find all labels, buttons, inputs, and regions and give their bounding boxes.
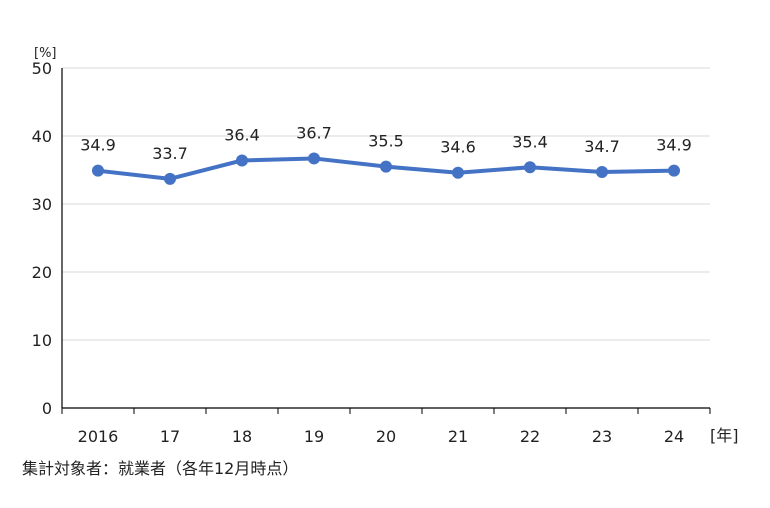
data-label: 35.5	[368, 132, 404, 151]
data-point	[236, 154, 248, 167]
data-point	[380, 160, 392, 173]
data-label: 34.9	[656, 136, 692, 155]
x-tick-label: 19	[304, 427, 324, 446]
axes	[61, 68, 710, 409]
data-point	[164, 172, 176, 185]
data-point	[92, 164, 104, 177]
data-label: 34.9	[80, 136, 116, 155]
x-tick-label: 24	[664, 427, 684, 446]
x-tick-label: 20	[376, 427, 396, 446]
data-point	[596, 166, 608, 179]
y-tick-label: 40	[32, 127, 52, 146]
footnote: 集計対象者：就業者（各年12月時点）	[22, 459, 299, 478]
y-tick-label: 20	[32, 263, 52, 282]
data-label: 36.7	[296, 123, 332, 142]
data-point	[308, 152, 320, 165]
x-tick-label: 17	[160, 427, 180, 446]
data-label: 36.4	[224, 125, 260, 144]
data-point	[668, 164, 680, 177]
data-point	[524, 161, 536, 174]
y-unit-label: [%]	[34, 46, 57, 61]
x-tick-label: 21	[448, 427, 468, 446]
x-tick-label: 23	[592, 427, 612, 446]
x-tick-label: 2016	[78, 427, 119, 446]
data-label: 33.7	[152, 144, 188, 163]
data-point	[452, 166, 464, 179]
series: 34.9 33.7 36.4 36.7 35.5 34.6 35.4 34.7 34.9	[80, 123, 692, 185]
x-tick-label: 18	[232, 427, 252, 446]
x-tick-label: 22	[520, 427, 540, 446]
data-label: 34.6	[440, 138, 476, 157]
y-tick-label: 10	[32, 331, 52, 350]
x-unit-label: [年]	[710, 426, 739, 445]
ticks: 0 10 20 30 40 50 2016 17 18 19 20 21 22 23 24	[32, 59, 711, 446]
data-label: 35.4	[512, 132, 548, 151]
data-label: 34.7	[584, 137, 620, 156]
y-tick-label: 30	[32, 195, 52, 214]
y-tick-label: 50	[32, 59, 52, 78]
gridlines	[62, 67, 710, 341]
y-tick-label: 0	[42, 399, 52, 418]
